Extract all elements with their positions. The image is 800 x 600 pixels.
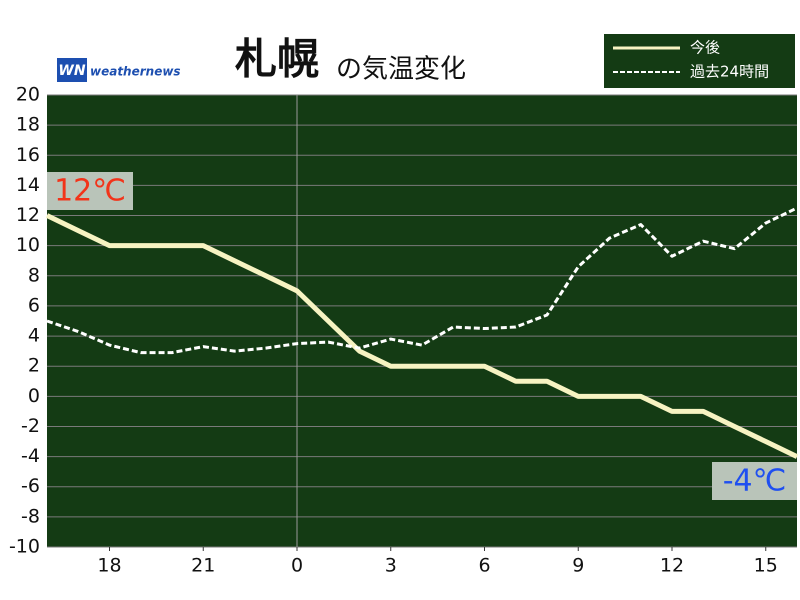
y-tick-label: -2 <box>21 415 40 437</box>
annotation-box <box>47 172 133 210</box>
y-tick-label: 14 <box>16 174 40 196</box>
y-tick-label: 4 <box>28 325 40 347</box>
y-tick-label: 20 <box>16 84 40 106</box>
x-tick-label: 9 <box>572 555 584 577</box>
logo-text: weathernews <box>90 65 181 79</box>
x-tick-label: 18 <box>97 555 121 577</box>
legend-label: 今後 <box>690 39 720 57</box>
legend <box>602 32 797 90</box>
plot-area <box>47 95 797 547</box>
y-tick-label: -6 <box>21 475 40 497</box>
x-tick-label: 0 <box>291 555 303 577</box>
y-tick-label: 6 <box>28 294 40 316</box>
series-line <box>45 213 799 459</box>
y-tick-label: -8 <box>21 505 40 527</box>
logo-mark: WN <box>58 63 85 79</box>
y-tick-label: 18 <box>16 114 40 136</box>
chart-subtitle: の気温変化 <box>336 55 466 85</box>
chart-title: 札幌 <box>235 35 319 84</box>
series-line <box>46 206 798 355</box>
annotation-box <box>712 462 797 500</box>
y-tick-label: 0 <box>28 385 40 407</box>
y-tick-label: -4 <box>21 445 40 467</box>
logo-badge <box>57 58 87 82</box>
x-tick-label: 12 <box>660 555 684 577</box>
y-tick-label: 16 <box>16 144 40 166</box>
x-tick-label: 21 <box>191 555 215 577</box>
annotation: -4℃ <box>723 464 787 499</box>
x-tick-label: 3 <box>385 555 397 577</box>
y-tick-label: 8 <box>28 264 40 286</box>
y-tick-label: 2 <box>28 355 40 377</box>
y-tick-label: -10 <box>9 536 40 558</box>
legend-label: 過去24時間 <box>690 63 769 81</box>
x-tick-label: 15 <box>754 555 778 577</box>
y-tick-label: 12 <box>16 204 40 226</box>
y-tick-label: 10 <box>16 234 40 256</box>
annotation: 12℃ <box>54 174 126 209</box>
x-tick-label: 6 <box>478 555 490 577</box>
